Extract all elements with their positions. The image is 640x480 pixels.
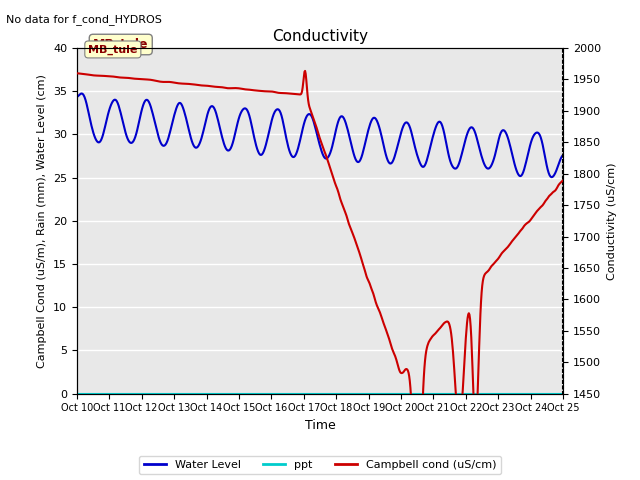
Title: Conductivity: Conductivity [272, 29, 368, 44]
Text: No data for f_cond_HYDROS: No data for f_cond_HYDROS [6, 14, 163, 25]
Y-axis label: Conductivity (uS/cm): Conductivity (uS/cm) [607, 162, 616, 279]
X-axis label: Time: Time [305, 419, 335, 432]
Y-axis label: Campbell Cond (uS/m), Rain (mm), Water Level (cm): Campbell Cond (uS/m), Rain (mm), Water L… [37, 74, 47, 368]
Text: MB_tule: MB_tule [88, 44, 138, 55]
Legend: Water Level, ppt, Campbell cond (uS/cm): Water Level, ppt, Campbell cond (uS/cm) [140, 456, 500, 474]
Text: MB_tule: MB_tule [93, 38, 148, 51]
